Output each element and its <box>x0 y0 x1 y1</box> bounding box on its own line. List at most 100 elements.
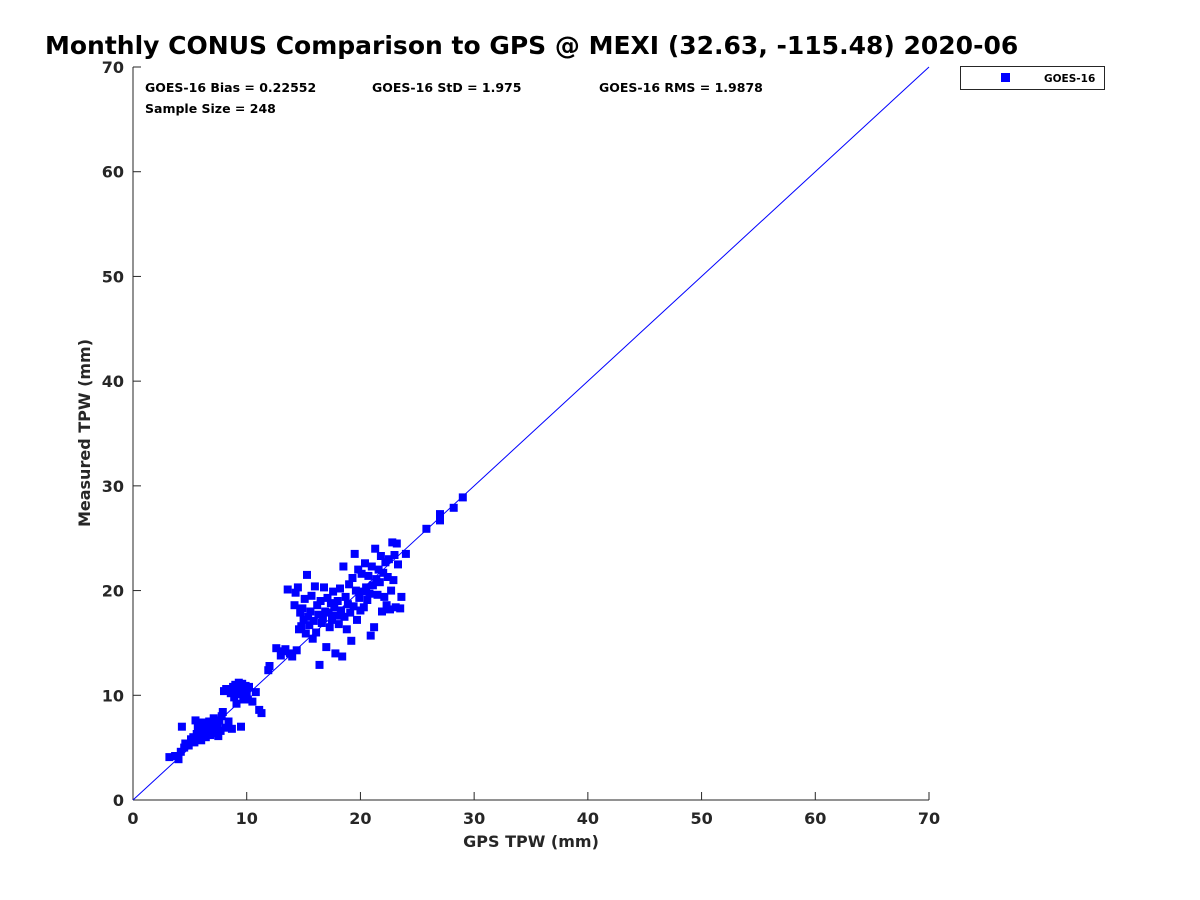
data-point <box>322 643 331 652</box>
x-tick-label: 70 <box>918 809 940 828</box>
data-point <box>366 631 375 640</box>
data-point <box>242 689 251 698</box>
data-point <box>316 597 325 605</box>
data-point <box>176 747 185 756</box>
data-point <box>359 603 368 612</box>
data-point <box>177 722 186 731</box>
data-point <box>449 503 458 512</box>
x-tick-label: 60 <box>804 809 826 828</box>
data-point <box>320 583 328 592</box>
data-point <box>396 604 405 613</box>
data-point <box>293 583 302 592</box>
data-point <box>308 634 317 643</box>
x-axis: 0 10 20 30 40 50 60 70 <box>127 792 940 828</box>
data-point <box>378 607 386 616</box>
data-point <box>324 608 333 617</box>
data-point <box>354 565 363 574</box>
data-point <box>389 576 398 585</box>
data-point <box>380 592 389 601</box>
data-point <box>341 592 350 601</box>
data-point <box>180 743 189 752</box>
data-point <box>248 697 257 706</box>
data-point <box>309 616 318 625</box>
data-point <box>325 623 334 632</box>
data-point <box>292 646 301 655</box>
x-tick-label: 30 <box>463 809 485 828</box>
data-point <box>340 612 349 621</box>
data-point <box>422 524 431 533</box>
data-point <box>382 601 391 610</box>
data-point <box>288 652 297 661</box>
data-point <box>276 651 285 660</box>
data-point <box>299 615 308 624</box>
x-axis-label: GPS TPW (mm) <box>463 832 599 851</box>
data-point <box>190 738 199 747</box>
data-point <box>224 717 233 726</box>
data-point <box>329 587 338 596</box>
data-point <box>368 581 377 590</box>
data-point <box>342 625 351 634</box>
data-point <box>401 549 410 558</box>
legend-box <box>960 66 1105 90</box>
data-point <box>339 562 348 571</box>
legend-marker-goes-16 <box>1001 73 1010 82</box>
data-points <box>165 493 467 764</box>
data-point <box>436 510 444 519</box>
data-point <box>370 623 379 632</box>
data-point <box>230 693 239 702</box>
data-point <box>214 732 223 741</box>
y-tick-label: 50 <box>102 267 124 286</box>
data-point <box>202 722 211 731</box>
data-point <box>215 716 224 725</box>
data-point <box>195 732 203 741</box>
data-point <box>306 607 315 616</box>
data-point <box>235 690 244 699</box>
data-point <box>334 620 343 629</box>
data-point <box>364 571 373 580</box>
data-point <box>384 555 393 564</box>
data-point <box>226 689 235 698</box>
data-point <box>281 645 290 654</box>
data-point <box>314 610 323 619</box>
data-point <box>346 608 355 617</box>
data-point <box>165 753 174 762</box>
data-point <box>318 613 327 622</box>
data-point <box>232 699 241 708</box>
data-point <box>458 493 467 502</box>
data-point <box>221 723 230 732</box>
data-point <box>337 606 346 615</box>
data-point <box>201 733 210 742</box>
data-point <box>386 605 394 614</box>
x-tick-label: 40 <box>577 809 599 828</box>
data-point <box>351 586 360 595</box>
y-tick-label: 40 <box>102 372 124 391</box>
data-point <box>283 585 292 594</box>
data-point <box>387 586 396 595</box>
data-point <box>184 741 193 750</box>
data-point <box>373 590 382 599</box>
y-axis-label: Measured TPW (mm) <box>75 339 94 527</box>
data-point <box>290 601 299 610</box>
legend-label-goes-16: GOES-16 <box>1044 73 1095 85</box>
data-point <box>383 573 392 581</box>
data-point <box>332 611 341 620</box>
data-point <box>315 660 324 669</box>
data-point <box>391 603 400 612</box>
data-point <box>300 594 309 603</box>
reference-line-layer <box>132 66 930 801</box>
data-point <box>379 568 388 577</box>
data-point <box>296 608 305 617</box>
data-point <box>328 615 336 624</box>
data-point <box>317 619 326 627</box>
data-point <box>347 636 356 645</box>
data-point <box>390 551 399 559</box>
data-point <box>333 597 342 605</box>
plot-frame <box>132 67 929 801</box>
data-point <box>304 612 313 621</box>
data-point <box>357 569 366 578</box>
data-point <box>272 644 281 653</box>
data-point <box>353 615 361 624</box>
data-point <box>217 712 226 721</box>
data-point <box>330 603 339 612</box>
legend: GOES-16 <box>960 66 1105 90</box>
